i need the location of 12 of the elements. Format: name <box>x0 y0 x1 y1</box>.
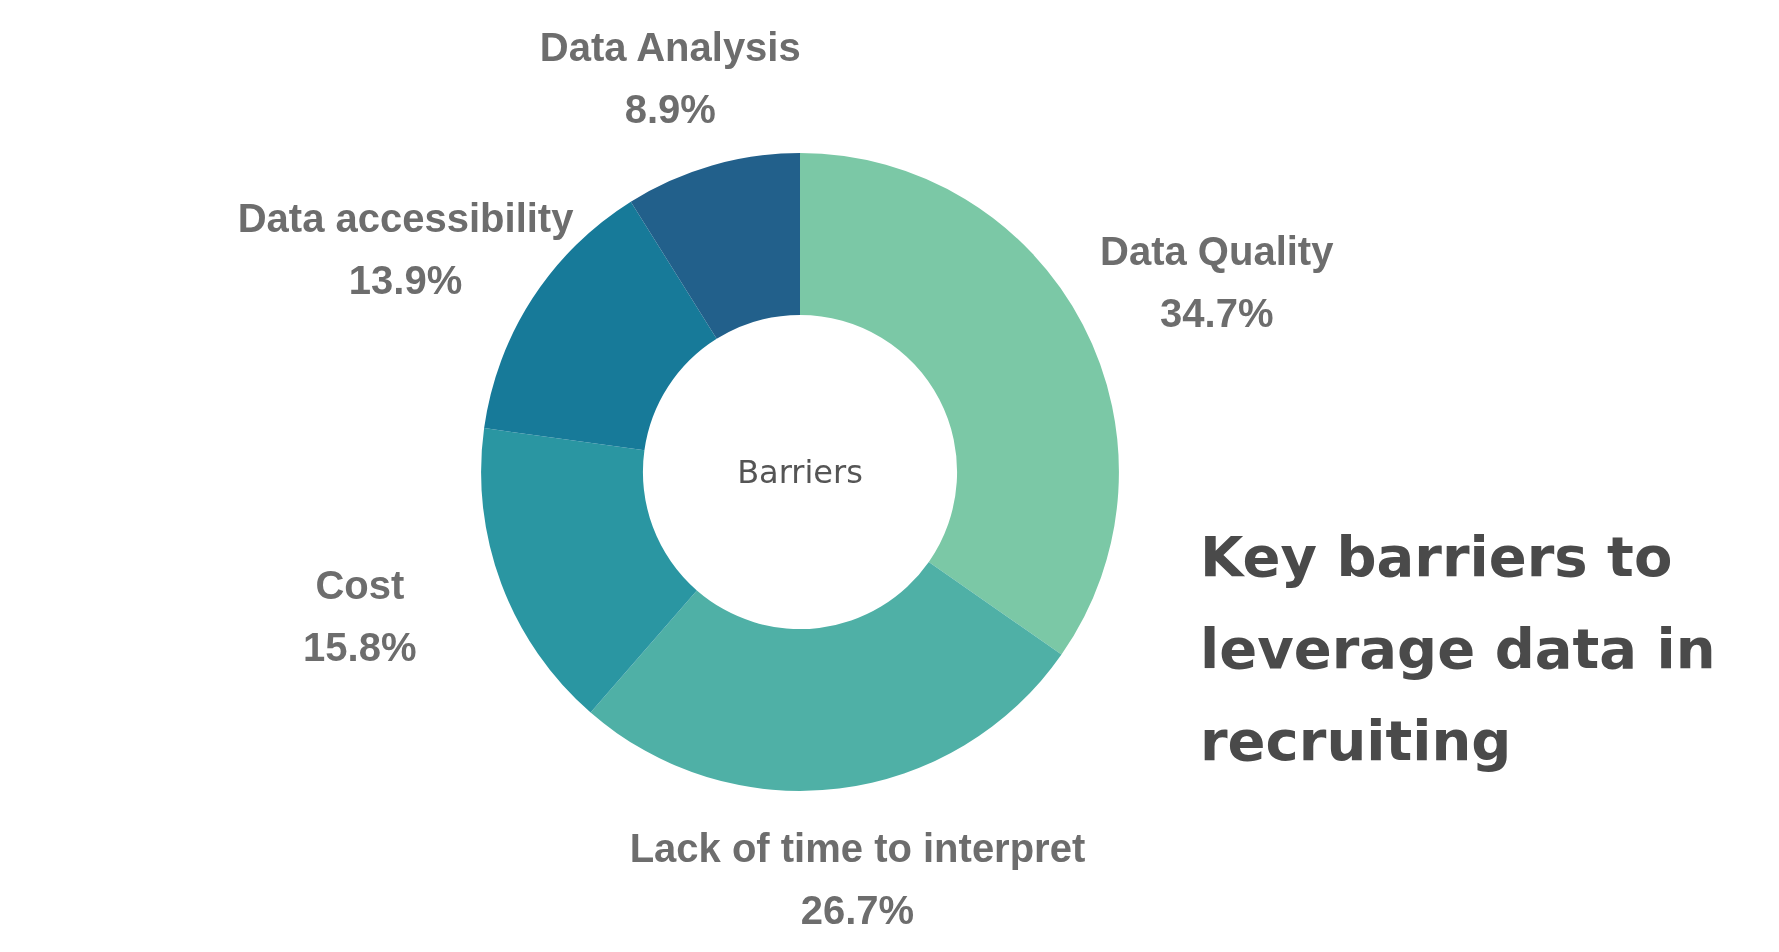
data-label: 34.7% <box>1160 291 1274 336</box>
data-label: 8.9% <box>624 86 716 131</box>
text: Key barriers to leverage data in recruiting <box>1200 523 1736 773</box>
slice-label: Lack of time to interpret <box>629 825 1086 870</box>
text: Barriers <box>737 453 863 491</box>
slice-label: Cost <box>315 562 405 607</box>
slice-label: Data Quality <box>1100 229 1335 274</box>
data-label: 15.8% <box>303 624 417 669</box>
data-label: 26.7% <box>800 887 915 932</box>
slice-label: Data accessibility <box>237 196 575 241</box>
slice-label: Data Analysis <box>539 24 801 69</box>
data-label: 13.9% <box>348 258 463 303</box>
